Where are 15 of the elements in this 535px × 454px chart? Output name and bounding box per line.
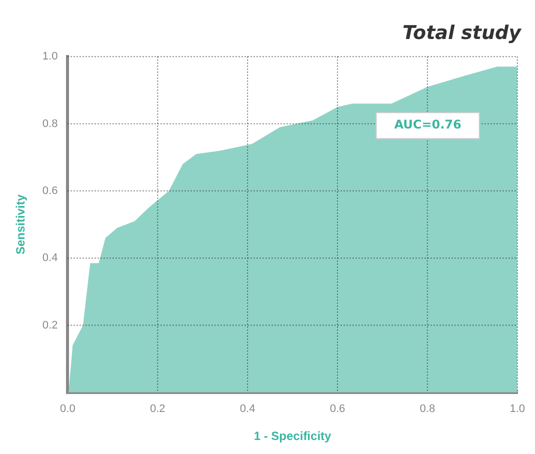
y-tick-label: 0.2 — [42, 319, 58, 332]
y-tick-label: 0.8 — [42, 118, 58, 130]
y-axis-title: Sensitivity — [14, 194, 28, 255]
x-axis-title: 1 - Specificity — [254, 429, 332, 444]
x-tick-label: 1.0 — [510, 403, 526, 416]
y-tick-label: 0.6 — [42, 184, 58, 197]
x-tick-label: 0.8 — [420, 403, 436, 416]
annotation: AUC=0.76 — [394, 118, 462, 132]
chart-title: Total study — [402, 22, 521, 44]
x-tick-label: 0.0 — [60, 403, 76, 416]
x-tick-label: 0.6 — [330, 403, 346, 416]
x-tick-label: 0.4 — [240, 403, 256, 416]
x-tick-label: 0.2 — [150, 403, 166, 416]
y-tick-label: 0.4 — [42, 252, 58, 264]
y-tick-label: 1.0 — [42, 50, 58, 63]
